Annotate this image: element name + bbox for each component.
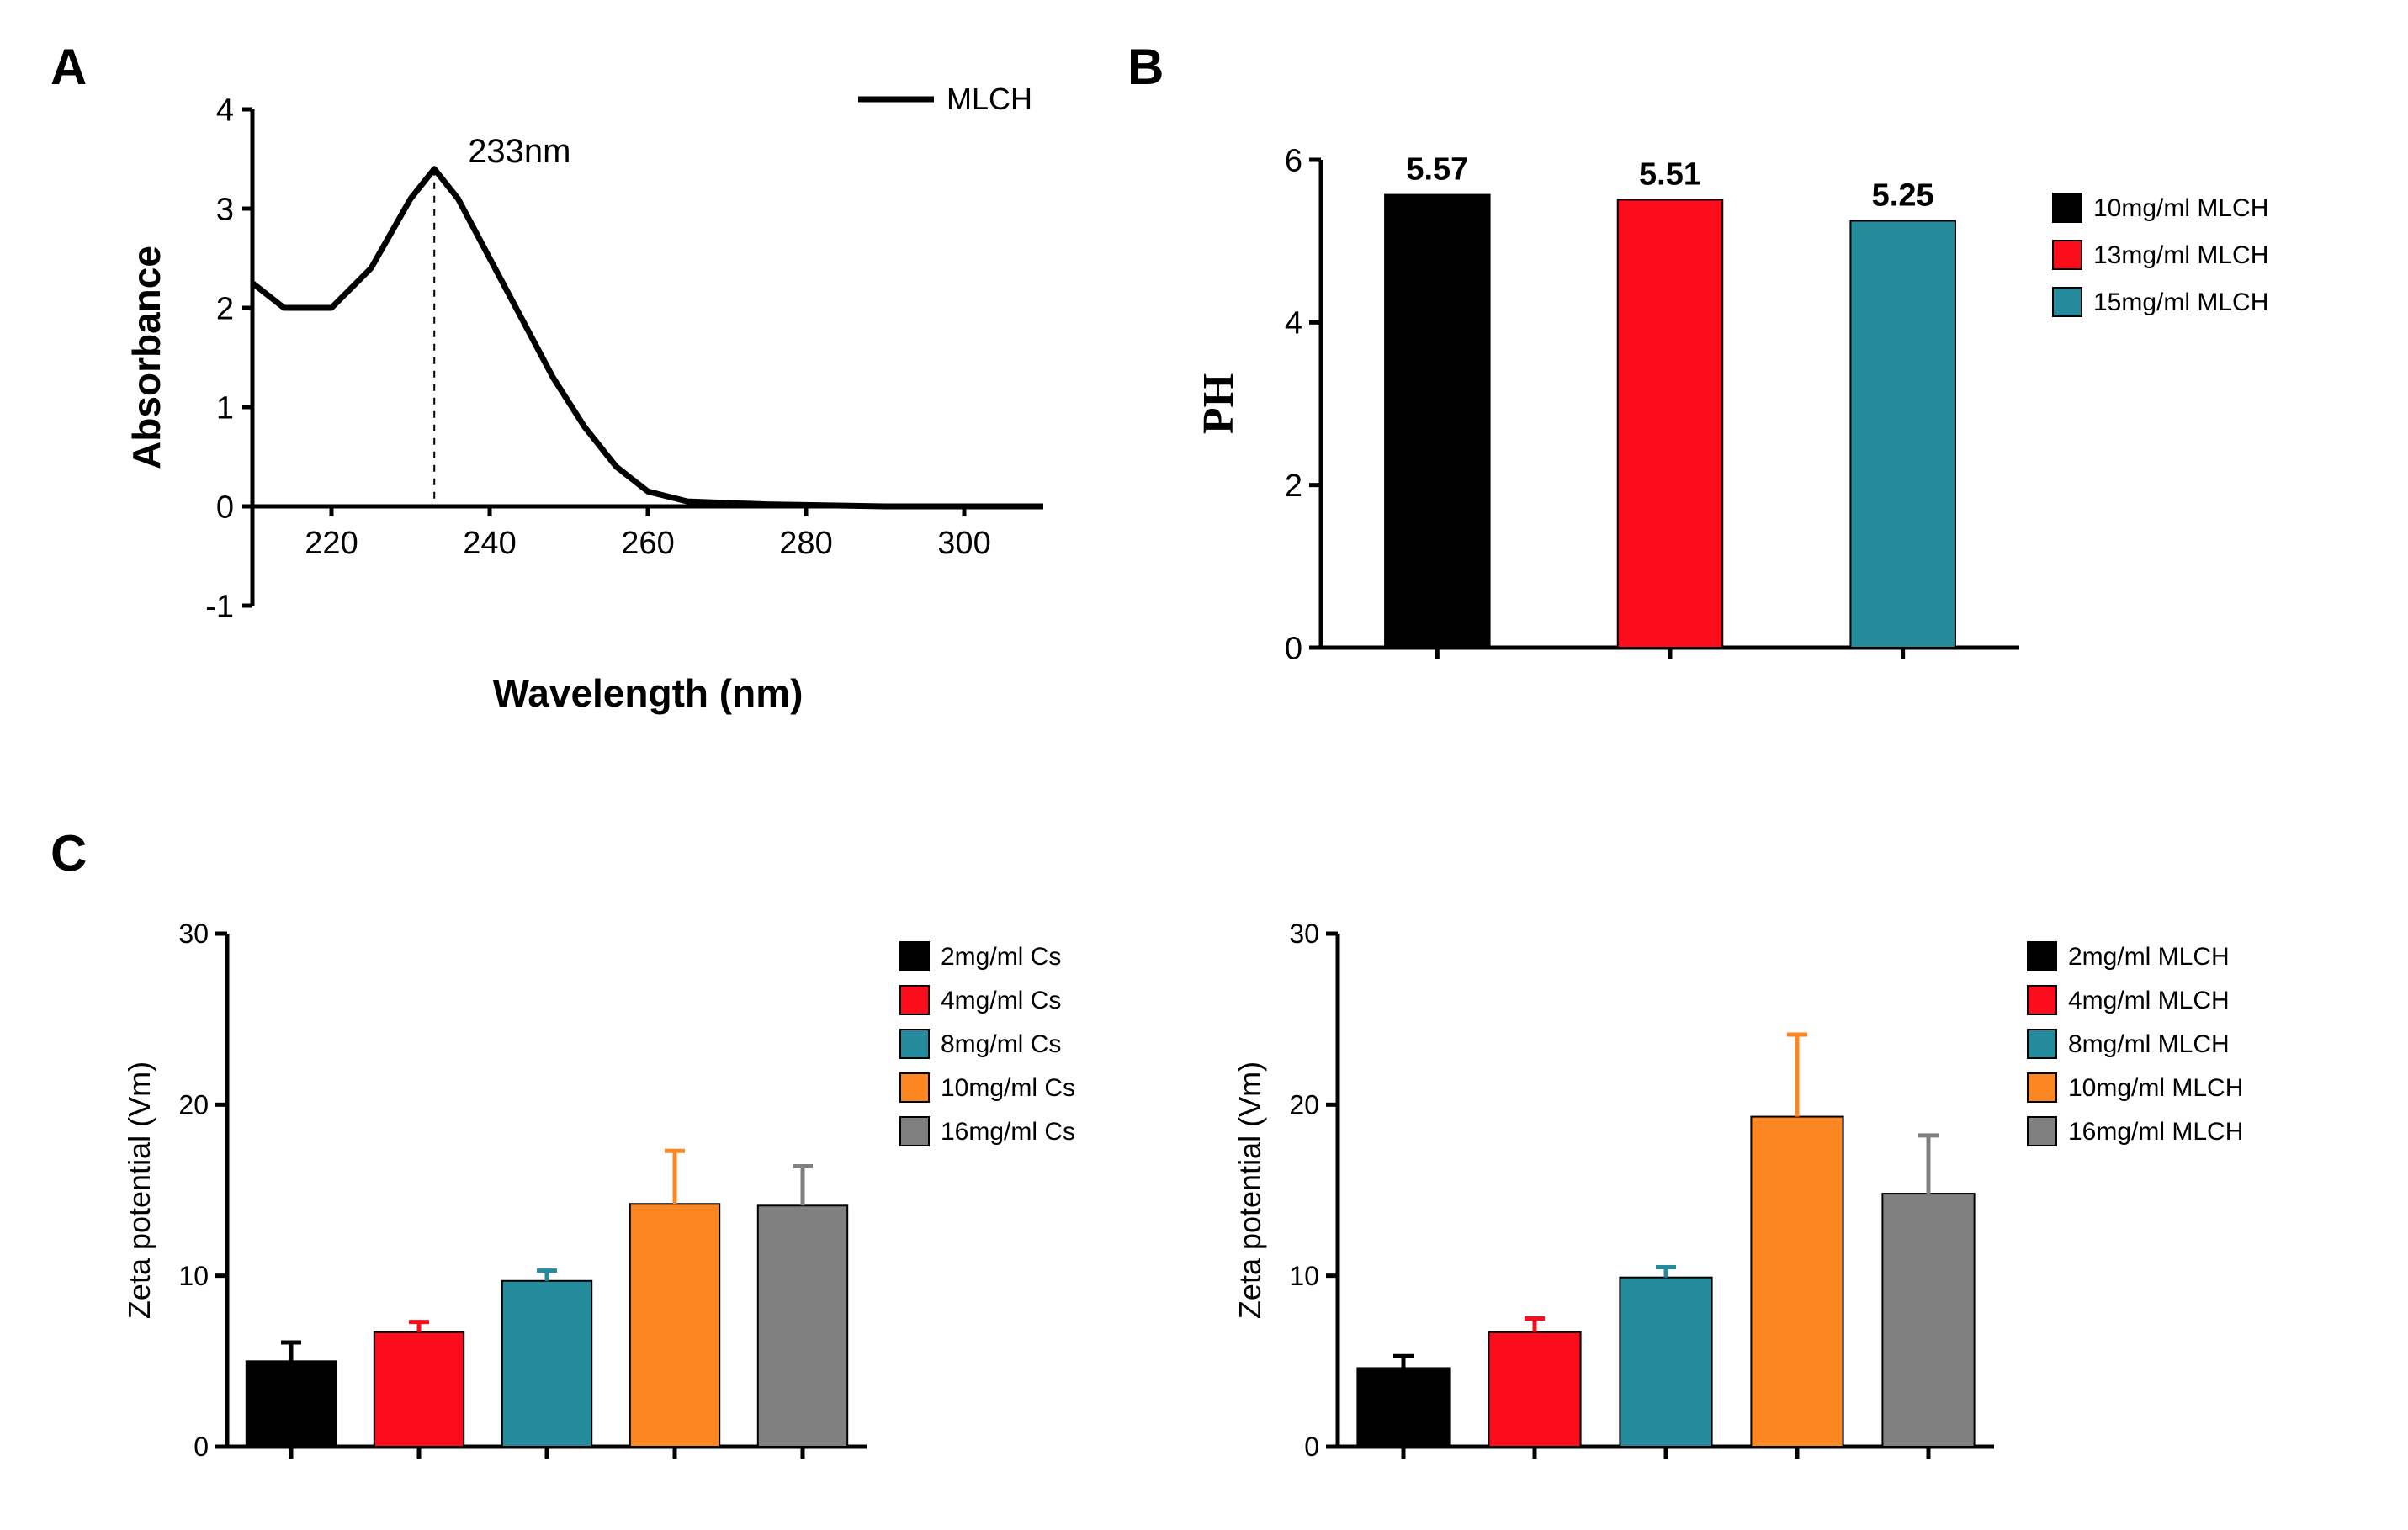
svg-text:10: 10: [178, 1261, 209, 1291]
panel-c-label: C: [50, 824, 87, 882]
svg-text:Wavelength (nm): Wavelength (nm): [493, 671, 804, 715]
svg-text:15mg/ml MLCH: 15mg/ml MLCH: [2093, 289, 2268, 316]
svg-text:6: 6: [1285, 143, 1302, 178]
panel-c-left: 0 10 20 30 Zeta potential (Vm) 2mg/ml Cs 4mg/m…: [118, 908, 1170, 1480]
svg-text:0: 0: [1285, 631, 1302, 666]
svg-text:260: 260: [621, 526, 674, 561]
svg-text:10mg/ml Cs: 10mg/ml Cs: [941, 1074, 1075, 1102]
svg-text:PH: PH: [1195, 373, 1243, 434]
svg-text:8mg/ml Cs: 8mg/ml Cs: [941, 1030, 1061, 1058]
svg-text:220: 220: [305, 526, 358, 561]
svg-text:2: 2: [1285, 469, 1302, 504]
svg-text:300: 300: [937, 526, 990, 561]
svg-text:0: 0: [216, 490, 234, 525]
svg-text:20: 20: [178, 1090, 209, 1120]
panel-c-left-svg: 0 10 20 30 Zeta potential (Vm) 2mg/ml Cs 4mg/m…: [118, 908, 1170, 1480]
svg-text:8mg/ml MLCH: 8mg/ml MLCH: [2068, 1030, 2230, 1058]
svg-text:4mg/ml Cs: 4mg/ml Cs: [941, 987, 1061, 1014]
figure: A -101234220240260280300Wavelength (nm)A…: [34, 34, 2374, 1496]
svg-text:10: 10: [1289, 1261, 1319, 1291]
svg-text:280: 280: [779, 526, 832, 561]
svg-text:Absorbance: Absorbance: [125, 246, 168, 469]
svg-text:4mg/ml MLCH: 4mg/ml MLCH: [2068, 987, 2230, 1014]
svg-text:5.57: 5.57: [1406, 152, 1468, 188]
panel-b-svg: 0 2 4 6 PH 5.57 5.51 5.25 10mg/ml MLCH 13mg/ml ML…: [1195, 109, 2356, 681]
panel-b: 0 2 4 6 PH 5.57 5.51 5.25 10mg/ml MLCH 13mg/ml ML…: [1195, 109, 2356, 681]
svg-text:10mg/ml MLCH: 10mg/ml MLCH: [2068, 1074, 2243, 1102]
panel-a: -1 0 1 2 3 4 220 240 260 280 300 Wavelength (nm) Abs…: [118, 84, 1077, 732]
panel-a-label: A: [50, 38, 87, 96]
svg-text:MLCH: MLCH: [947, 84, 1032, 116]
svg-text:240: 240: [463, 526, 516, 561]
svg-text:3: 3: [216, 192, 234, 227]
svg-text:4: 4: [216, 93, 234, 128]
svg-text:5.51: 5.51: [1639, 156, 1701, 192]
svg-text:13mg/ml MLCH: 13mg/ml MLCH: [2093, 241, 2268, 269]
svg-text:16mg/ml Cs: 16mg/ml Cs: [941, 1118, 1075, 1146]
svg-text:Zeta potential (Vm): Zeta potential (Vm): [122, 1061, 156, 1319]
svg-text:16mg/ml MLCH: 16mg/ml MLCH: [2068, 1118, 2243, 1146]
svg-text:20: 20: [1289, 1090, 1319, 1120]
svg-text:30: 30: [178, 919, 209, 949]
svg-text:233nm: 233nm: [468, 133, 570, 170]
panel-b-label: B: [1127, 38, 1164, 96]
svg-text:2mg/ml Cs: 2mg/ml Cs: [941, 943, 1061, 971]
svg-text:5.25: 5.25: [1872, 178, 1934, 214]
svg-text:0: 0: [194, 1432, 209, 1462]
panel-c-right: 0 10 20 30 Zeta potential (Vm) 2mg/ml MLCH 4mg…: [1228, 908, 2347, 1480]
svg-text:Zeta potential (Vm): Zeta potential (Vm): [1233, 1061, 1267, 1319]
svg-text:1: 1: [216, 390, 234, 426]
svg-text:2: 2: [216, 291, 234, 326]
svg-text:0: 0: [1304, 1432, 1319, 1462]
svg-text:4: 4: [1285, 306, 1302, 341]
svg-text:-1: -1: [205, 589, 234, 624]
svg-text:2mg/ml MLCH: 2mg/ml MLCH: [2068, 943, 2230, 971]
svg-text:10mg/ml MLCH: 10mg/ml MLCH: [2093, 194, 2268, 222]
svg-text:30: 30: [1289, 919, 1319, 949]
panel-c-right-svg: 0 10 20 30 Zeta potential (Vm) 2mg/ml MLCH 4mg…: [1228, 908, 2347, 1480]
panel-a-svg: -1 0 1 2 3 4 220 240 260 280 300 Wavelength (nm) Abs…: [118, 84, 1077, 732]
